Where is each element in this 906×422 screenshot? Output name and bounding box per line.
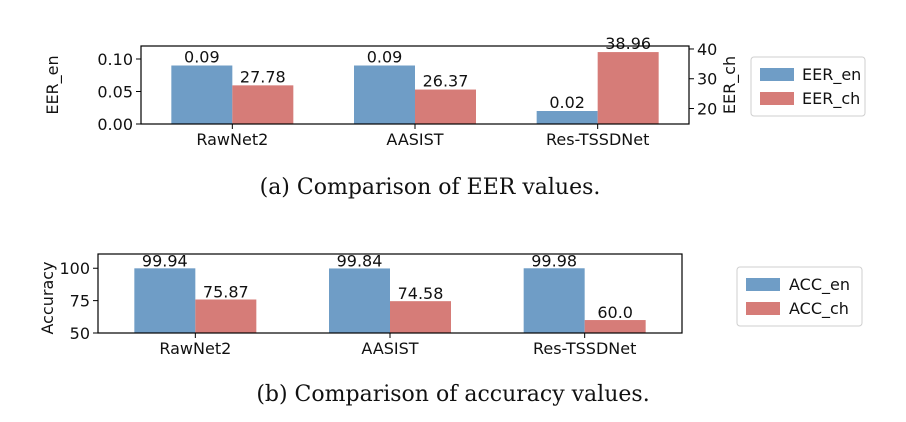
eer-ch-bar <box>597 52 659 124</box>
eer-en-bar <box>171 65 233 124</box>
accuracy-ch-bar <box>195 299 257 333</box>
eer-en-bar <box>354 65 415 124</box>
eer-y-tick-label-right: 40 <box>697 40 717 59</box>
eer-ch-value-label: 38.96 <box>605 34 651 53</box>
eer-en-bar <box>536 111 598 124</box>
eer-en-value-label: 0.09 <box>367 48 403 67</box>
accuracy-caption: (b) Comparison of accuracy values. <box>256 382 649 407</box>
eer-y-tick-label-right: 20 <box>697 100 717 119</box>
eer-ch-value-label: 26.37 <box>423 72 469 91</box>
eer-ch-value-label: 27.78 <box>240 67 286 86</box>
eer-x-tick-label: AASIST <box>386 130 443 149</box>
accuracy-ch-value-label: 75.87 <box>203 282 249 301</box>
accuracy-ch-bar <box>584 320 646 333</box>
accuracy-legend-swatch-ch <box>746 302 780 315</box>
eer-x-tick-label: Res-TSSDNet <box>546 130 649 149</box>
accuracy-y-tick-label: 75 <box>70 292 90 311</box>
eer-y-tick-label-left: 0.05 <box>97 83 133 102</box>
eer-y-tick-label-right: 30 <box>697 70 717 89</box>
accuracy-en-value-label: 99.94 <box>142 251 188 270</box>
accuracy-en-value-label: 99.84 <box>337 251 383 270</box>
accuracy-en-value-label: 99.98 <box>531 251 577 270</box>
accuracy-y-tick-label: 50 <box>70 324 90 343</box>
accuracy-x-tick-label: RawNet2 <box>159 339 231 358</box>
eer-legend: EER_en EER_ch <box>750 56 866 117</box>
accuracy-legend-swatch-en <box>746 278 780 291</box>
accuracy-en-bar <box>329 268 390 333</box>
accuracy-ch-value-label: 74.58 <box>398 284 444 303</box>
eer-caption: (a) Comparison of EER values. <box>260 175 601 200</box>
eer-legend-swatch-en <box>760 68 794 81</box>
accuracy-x-tick-label: Res-TSSDNet <box>533 339 636 358</box>
eer-legend-label-en: EER_en <box>802 65 861 85</box>
accuracy-y-tick-label: 100 <box>59 259 90 278</box>
accuracy-en-bar <box>134 268 196 333</box>
accuracy-legend: ACC_en ACC_ch <box>736 266 863 327</box>
eer-y-axis-label-right: EER_ch <box>720 56 740 114</box>
eer-legend-swatch-ch <box>760 92 794 105</box>
accuracy-legend-label-en: ACC_en <box>789 275 850 295</box>
accuracy-ch-value-label: 60.0 <box>597 303 633 322</box>
eer-y-tick-label-left: 0.00 <box>97 115 133 134</box>
eer-x-tick-label: RawNet2 <box>196 130 268 149</box>
eer-y-tick-label-left: 0.10 <box>97 50 133 69</box>
eer-en-value-label: 0.02 <box>549 93 585 112</box>
eer-y-axis-label-left: EER_en <box>43 55 63 114</box>
eer-en-value-label: 0.09 <box>184 48 220 67</box>
accuracy-y-axis-label: Accuracy <box>38 261 57 334</box>
accuracy-legend-label-ch: ACC_ch <box>789 299 849 319</box>
eer-legend-label-ch: EER_ch <box>802 89 860 109</box>
eer-ch-bar <box>232 85 294 124</box>
accuracy-ch-bar <box>390 301 451 333</box>
eer-panel: 0.09 27.78 0.09 26.37 0.02 38.96 0.00 0.05 0.10… <box>43 34 866 200</box>
eer-ch-bar <box>415 89 476 124</box>
accuracy-x-tick-label: AASIST <box>361 339 418 358</box>
accuracy-en-bar <box>523 268 585 333</box>
accuracy-panel: 99.94 75.87 99.84 74.58 99.98 60.0 50 75 100 Ra… <box>38 251 863 407</box>
